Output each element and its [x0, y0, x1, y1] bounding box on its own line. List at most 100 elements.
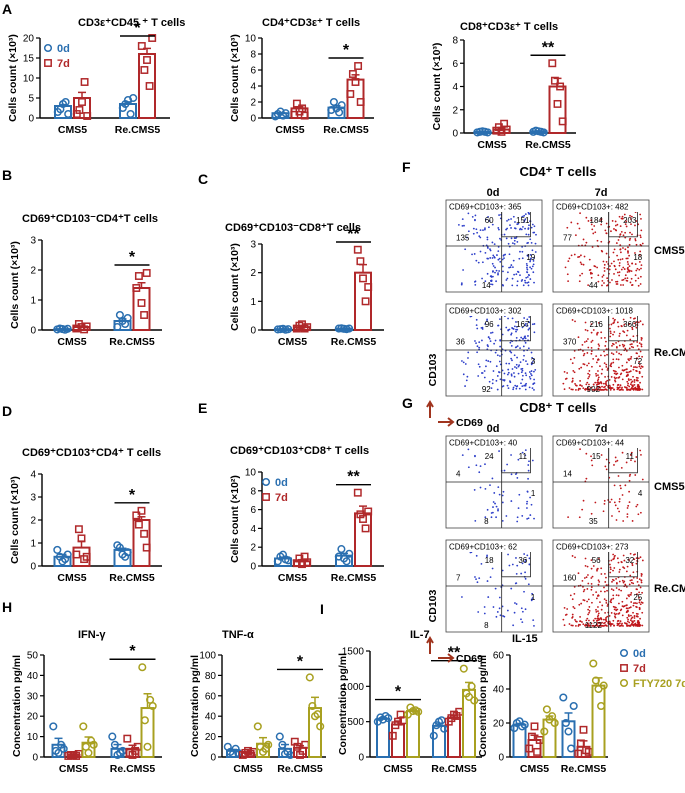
event-dot	[494, 587, 497, 590]
chart-title: CD4⁺CD3ε⁺ T cells	[262, 17, 360, 29]
y-axis-label: Concentration pg/ml	[11, 655, 23, 757]
event-dot	[632, 335, 635, 338]
event-dot	[566, 372, 569, 374]
event-dot	[491, 283, 494, 286]
data-point	[561, 718, 570, 728]
event-dot	[520, 228, 523, 231]
event-dot	[634, 224, 636, 227]
event-dot	[481, 326, 484, 329]
event-dot	[640, 339, 643, 341]
event-dot	[568, 257, 571, 260]
panel-label: A	[2, 1, 12, 17]
event-dot	[480, 562, 483, 565]
data-point	[137, 506, 146, 515]
event-dot	[510, 357, 513, 360]
event-dot	[625, 334, 628, 337]
event-dot	[521, 451, 524, 454]
gate-count-left: 135	[456, 233, 470, 242]
event-dot	[639, 250, 642, 253]
event-dot	[592, 329, 595, 331]
data-point	[142, 543, 151, 552]
data-point	[542, 705, 551, 714]
event-dot	[595, 355, 598, 358]
event-dot	[529, 254, 532, 256]
event-dot	[625, 350, 628, 352]
event-dot	[616, 384, 619, 386]
event-dot	[624, 231, 627, 234]
gate-header: CD69+CD103+: 1018	[556, 307, 633, 316]
event-dot	[622, 625, 624, 627]
event-dot	[487, 257, 489, 260]
event-dot	[572, 606, 575, 608]
event-dot	[623, 331, 626, 334]
event-dot	[626, 616, 629, 619]
event-dot	[599, 601, 601, 603]
event-dot	[609, 568, 612, 571]
event-dot	[497, 272, 499, 275]
gate-header: CD69+CD103+: 44	[556, 439, 625, 448]
event-dot	[527, 284, 530, 287]
event-dot	[491, 378, 494, 381]
event-dot	[597, 280, 600, 283]
event-dot	[577, 572, 580, 575]
event-dot	[614, 554, 616, 557]
event-dot	[571, 381, 573, 383]
y-tick-label: 500	[347, 717, 364, 728]
event-dot	[633, 553, 635, 556]
event-dot	[597, 583, 600, 586]
event-dot	[597, 557, 600, 560]
gate-count-bottom: 8	[484, 517, 489, 526]
event-dot	[597, 358, 600, 361]
event-dot	[639, 320, 642, 323]
event-dot	[587, 220, 590, 222]
data-point	[576, 739, 585, 748]
event-dot	[622, 345, 625, 348]
event-dot	[461, 454, 464, 457]
event-dot	[641, 559, 644, 562]
event-dot	[618, 571, 621, 573]
event-dot	[574, 320, 576, 323]
event-dot	[577, 256, 579, 258]
legend-marker	[262, 493, 270, 501]
event-dot	[599, 365, 601, 367]
y-tick-label: 3	[30, 493, 36, 504]
event-dot	[497, 509, 499, 512]
event-dot	[586, 364, 588, 367]
gate-count-right: 4	[638, 489, 643, 498]
event-dot	[528, 316, 531, 318]
event-dot	[612, 322, 615, 325]
data-point	[353, 488, 362, 497]
event-dot	[601, 368, 604, 371]
event-dot	[624, 583, 627, 586]
event-dot	[498, 257, 501, 260]
event-dot	[625, 586, 628, 588]
event-dot	[597, 378, 600, 381]
event-dot	[628, 265, 631, 268]
event-dot	[524, 281, 527, 284]
significance-label: *	[129, 249, 136, 266]
event-dot	[635, 220, 638, 222]
event-dot	[601, 250, 604, 253]
event-dot	[473, 489, 476, 491]
event-dot	[636, 379, 638, 381]
event-dot	[528, 557, 531, 560]
event-dot	[526, 490, 529, 493]
event-dot	[596, 332, 598, 335]
event-dot	[622, 278, 625, 281]
event-dot	[512, 386, 515, 389]
event-dot	[513, 375, 516, 378]
event-dot	[619, 244, 622, 247]
event-dot	[521, 515, 524, 517]
event-dot	[469, 315, 472, 318]
event-dot	[527, 464, 530, 466]
event-dot	[626, 513, 629, 516]
event-dot	[483, 606, 486, 608]
event-dot	[519, 361, 522, 364]
data-point	[298, 104, 307, 113]
event-dot	[630, 365, 633, 367]
event-dot	[498, 607, 501, 610]
event-dot	[625, 368, 628, 371]
event-dot	[521, 378, 524, 381]
event-dot	[587, 386, 589, 389]
event-dot	[596, 568, 598, 571]
